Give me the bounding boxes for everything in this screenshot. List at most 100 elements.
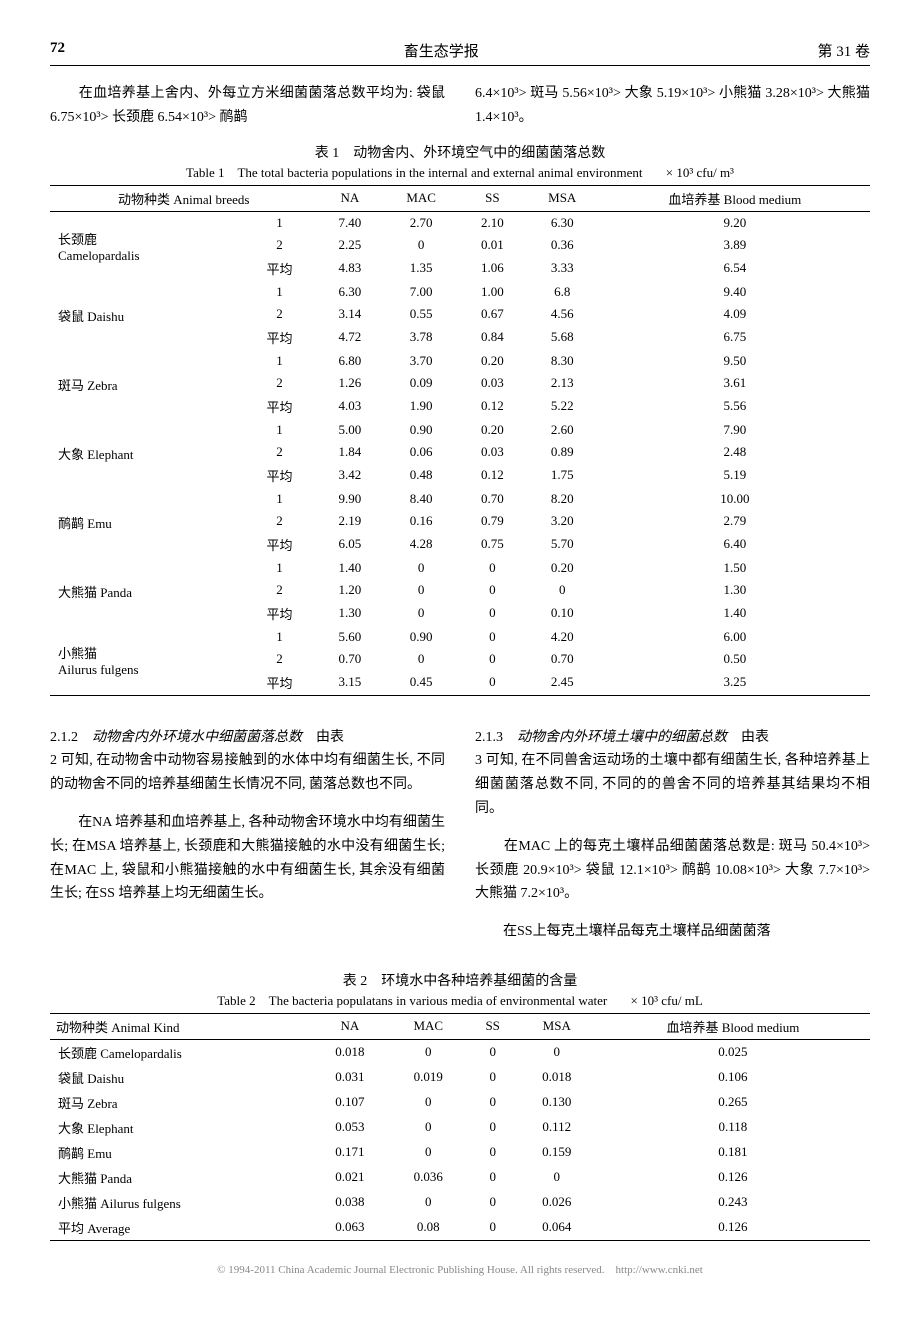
data-cell: 0.126 bbox=[596, 1165, 870, 1190]
data-cell: 0.01 bbox=[460, 234, 525, 256]
journal-title: 畜生态学报 bbox=[404, 40, 479, 61]
data-cell: 0.03 bbox=[460, 372, 525, 394]
data-cell: 0 bbox=[389, 1039, 468, 1065]
data-cell: 0.10 bbox=[525, 601, 600, 626]
data-cell: 6.00 bbox=[600, 626, 870, 648]
data-cell: 0.90 bbox=[382, 419, 460, 441]
data-cell: 3.89 bbox=[600, 234, 870, 256]
animal-name-cell: 小熊猫Ailurus fulgens bbox=[50, 626, 241, 696]
data-cell: 0 bbox=[468, 1140, 518, 1165]
data-cell: 2.45 bbox=[525, 670, 600, 696]
table-row: 鸸鹋 Emu0.171000.1590.181 bbox=[50, 1140, 870, 1165]
table-row: 大象 Elephant15.000.900.202.607.90 bbox=[50, 419, 870, 441]
data-cell: 1.35 bbox=[382, 256, 460, 281]
table1-header-row: 动物种类 Animal breedsNAMACSSMSA血培养基 Blood m… bbox=[50, 185, 870, 211]
data-cell: 3.78 bbox=[382, 325, 460, 350]
data-cell: 0 bbox=[468, 1039, 518, 1065]
table1-unit: × 10³ cfu/ m³ bbox=[666, 165, 734, 181]
table2-header-row: 动物种类 Animal KindNAMACSSMSA血培养基 Blood med… bbox=[50, 1013, 870, 1039]
table1-block: 表 1 动物舍内、外环境空气中的细菌菌落总数 Table 1 The total… bbox=[50, 142, 870, 696]
data-cell: 4.56 bbox=[525, 303, 600, 325]
data-cell: 4.28 bbox=[382, 532, 460, 557]
data-cell: 0.063 bbox=[311, 1215, 389, 1241]
data-cell: 0 bbox=[382, 579, 460, 601]
data-cell: 3.61 bbox=[600, 372, 870, 394]
data-cell: 5.00 bbox=[318, 419, 383, 441]
data-cell: 1.06 bbox=[460, 256, 525, 281]
data-cell: 0 bbox=[468, 1165, 518, 1190]
table2-block: 表 2 环境水中各种培养基细菌的含量 Table 2 The bacteria … bbox=[50, 970, 870, 1241]
data-cell: 0.036 bbox=[389, 1165, 468, 1190]
data-cell: 1.00 bbox=[460, 281, 525, 303]
data-cell: 0 bbox=[389, 1090, 468, 1115]
data-cell: 0.70 bbox=[318, 648, 383, 670]
table-row: 大熊猫 Panda11.40000.201.50 bbox=[50, 557, 870, 579]
data-cell: 3.42 bbox=[318, 463, 383, 488]
data-cell: 6.54 bbox=[600, 256, 870, 281]
data-cell: 0.89 bbox=[525, 441, 600, 463]
data-cell: 0.79 bbox=[460, 510, 525, 532]
table1-header-cell: 血培养基 Blood medium bbox=[600, 185, 870, 211]
table-row: 小熊猫Ailurus fulgens15.600.9004.206.00 bbox=[50, 626, 870, 648]
data-cell: 0 bbox=[382, 601, 460, 626]
data-cell: 7.00 bbox=[382, 281, 460, 303]
data-cell: 0 bbox=[468, 1115, 518, 1140]
table2-header-cell: 血培养基 Blood medium bbox=[596, 1013, 870, 1039]
section212-p1: 2 可知, 在动物舍中动物容易接触到的水体中均有细菌生长, 不同的动物舍不同的培… bbox=[50, 749, 445, 797]
data-cell: 1 bbox=[241, 626, 317, 648]
data-cell: 大象 Elephant bbox=[50, 1115, 311, 1140]
data-cell: 0.67 bbox=[460, 303, 525, 325]
data-cell: 0.107 bbox=[311, 1090, 389, 1115]
table2-title-en: Table 2 The bacteria populatans in vario… bbox=[50, 990, 870, 1009]
data-cell: 0 bbox=[468, 1090, 518, 1115]
data-cell: 0 bbox=[468, 1065, 518, 1090]
animal-name-cell: 大熊猫 Panda bbox=[50, 557, 241, 626]
data-cell: 0.06 bbox=[382, 441, 460, 463]
page-header: 72 畜生态学报 第 31 卷 bbox=[50, 40, 870, 66]
table1-title-en-text: Table 1 The total bacteria populations i… bbox=[186, 165, 642, 180]
data-cell: 4.83 bbox=[318, 256, 383, 281]
data-cell: 2.70 bbox=[382, 211, 460, 234]
data-cell: 0.159 bbox=[518, 1140, 596, 1165]
section213-title: 动物舍内外环境土壤中的细菌总数 bbox=[517, 730, 727, 745]
table2-header-cell: 动物种类 Animal Kind bbox=[50, 1013, 311, 1039]
data-cell: 0 bbox=[518, 1039, 596, 1065]
data-cell: 1.20 bbox=[318, 579, 383, 601]
table-row: 大象 Elephant0.053000.1120.118 bbox=[50, 1115, 870, 1140]
data-cell: 0 bbox=[460, 579, 525, 601]
data-cell: 1.40 bbox=[600, 601, 870, 626]
data-cell: 7.40 bbox=[318, 211, 383, 234]
data-cell: 0.50 bbox=[600, 648, 870, 670]
data-cell: 平均 bbox=[241, 256, 317, 281]
data-cell: 0.171 bbox=[311, 1140, 389, 1165]
data-cell: 2 bbox=[241, 648, 317, 670]
section213-p3: 在SS上每克土壤样品每克土壤样品细菌菌落 bbox=[475, 920, 870, 944]
table1-header-cell: SS bbox=[460, 185, 525, 211]
section212-title: 动物舍内外环境水中细菌菌落总数 bbox=[92, 730, 302, 745]
data-cell: 3.15 bbox=[318, 670, 383, 696]
page-number: 72 bbox=[50, 40, 65, 61]
data-cell: 2.48 bbox=[600, 441, 870, 463]
data-cell: 6.05 bbox=[318, 532, 383, 557]
data-cell: 2 bbox=[241, 579, 317, 601]
section-212: 2.1.2 动物舍内外环境水中细菌菌落总数 由表 2 可知, 在动物舍中动物容易… bbox=[50, 712, 445, 958]
data-cell: 0 bbox=[382, 648, 460, 670]
table1-title-en: Table 1 The total bacteria populations i… bbox=[50, 162, 870, 181]
data-cell: 0.026 bbox=[518, 1190, 596, 1215]
data-cell: 0.126 bbox=[596, 1215, 870, 1241]
page-footer: © 1994-2011 China Academic Journal Elect… bbox=[50, 1261, 870, 1277]
data-cell: 0 bbox=[460, 601, 525, 626]
section-213: 2.1.3 动物舍内外环境土壤中的细菌总数 由表 3 可知, 在不同兽舍运动场的… bbox=[475, 712, 870, 958]
data-cell: 0.90 bbox=[382, 626, 460, 648]
data-cell: 6.80 bbox=[318, 350, 383, 372]
data-cell: 0 bbox=[525, 579, 600, 601]
section212-p2: 在NA 培养基和血培养基上, 各种动物舍环境水中均有细菌生长; 在MSA 培养基… bbox=[50, 811, 445, 906]
data-cell: 斑马 Zebra bbox=[50, 1090, 311, 1115]
data-cell: 0.45 bbox=[382, 670, 460, 696]
data-cell: 0 bbox=[460, 648, 525, 670]
table-row: 斑马 Zebra0.107000.1300.265 bbox=[50, 1090, 870, 1115]
data-cell: 9.50 bbox=[600, 350, 870, 372]
section213-p2: 在MAC 上的每克土壤样品细菌菌落总数是: 斑马 50.4×10³> 长颈鹿 2… bbox=[475, 835, 870, 906]
data-cell: 5.19 bbox=[600, 463, 870, 488]
data-cell: 2.25 bbox=[318, 234, 383, 256]
